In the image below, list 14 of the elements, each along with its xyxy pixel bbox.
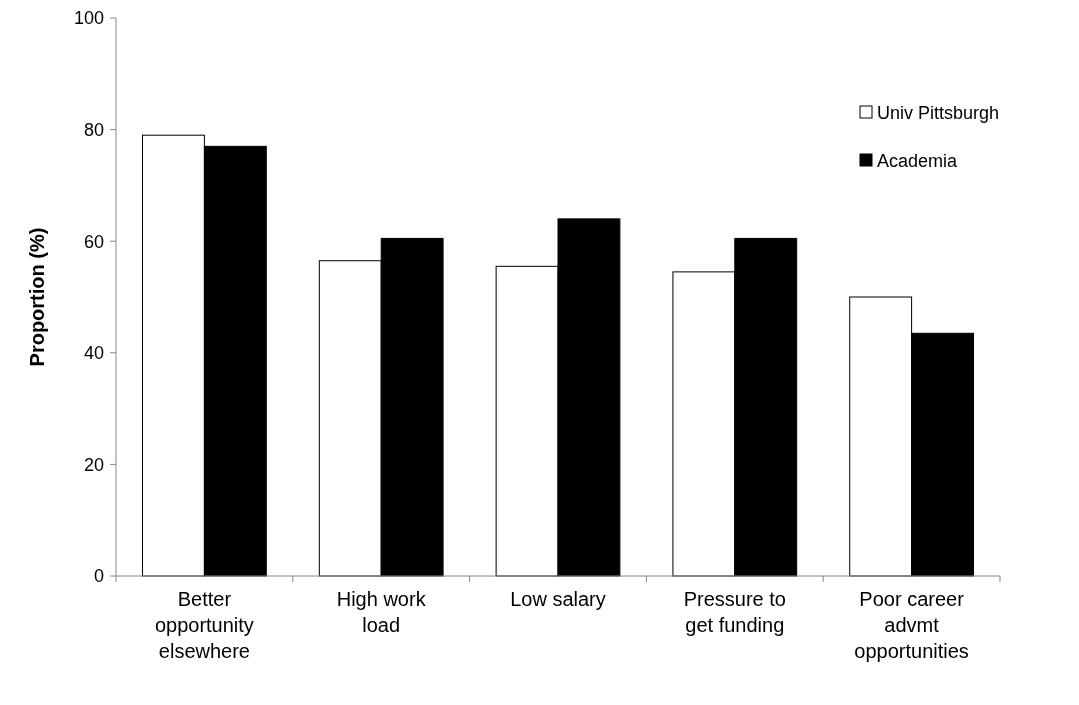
legend-label: Academia xyxy=(877,151,959,172)
y-tick-label: 80 xyxy=(83,119,104,140)
x-tick-label: Low salary xyxy=(510,588,606,610)
y-tick-label: 100 xyxy=(73,8,104,29)
x-tick-label: Better opportunity elsewhere xyxy=(154,588,254,662)
y-axis-title: Proportion (%) xyxy=(26,227,48,367)
y-tick-label: 20 xyxy=(83,454,104,475)
x-tick-label: Pressure to get funding xyxy=(683,588,786,636)
y-tick-label: 40 xyxy=(83,343,104,364)
legend-label: Univ Pittsburgh xyxy=(877,103,1000,124)
x-tick-label: High work load xyxy=(336,588,427,636)
x-tick-label: Poor career advmt opportunities xyxy=(854,588,969,662)
y-tick-label: 60 xyxy=(83,231,104,252)
y-tick-label: 0 xyxy=(93,566,104,587)
